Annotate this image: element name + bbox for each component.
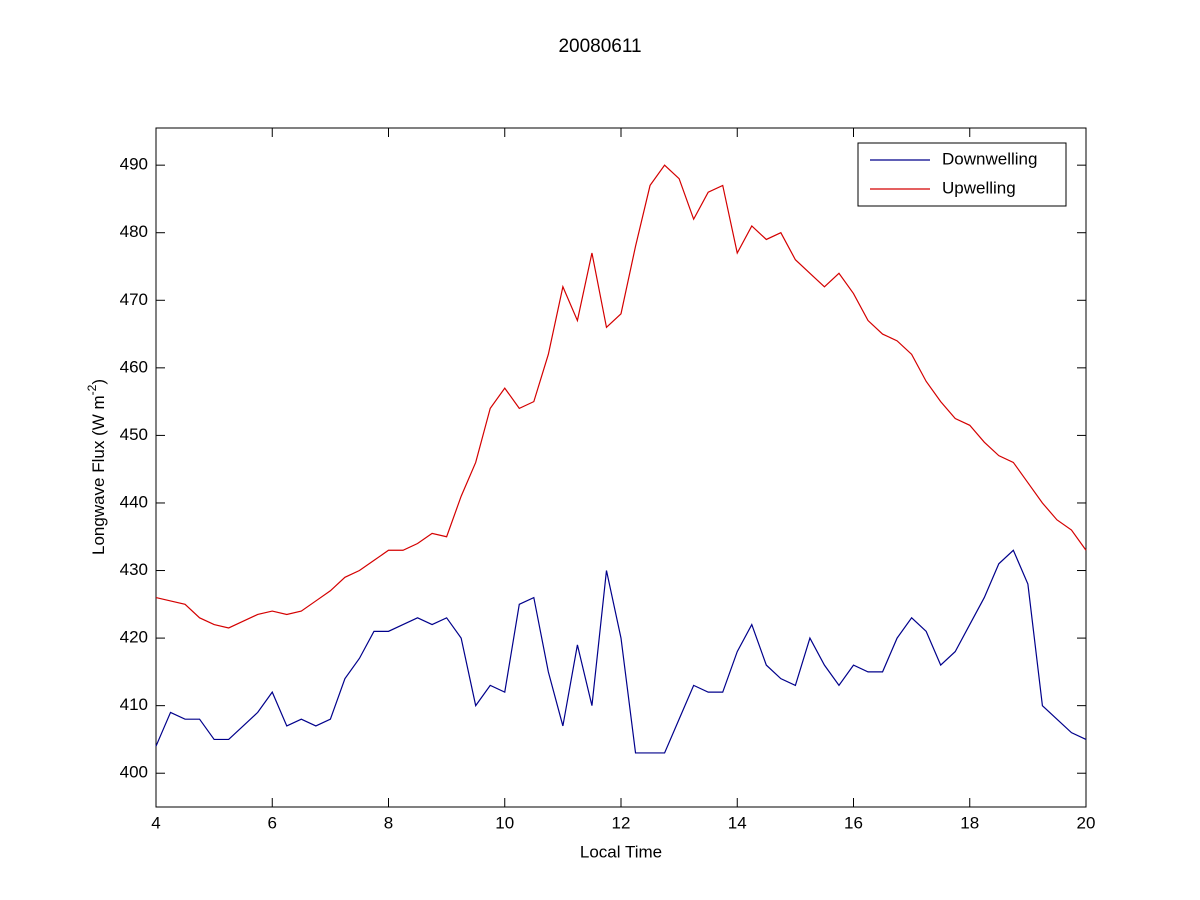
chart-title: 20080611 (558, 36, 641, 57)
y-tick-label: 400 (120, 763, 148, 782)
data-line (155, 164, 1087, 629)
y-label-close: ) (89, 379, 108, 385)
y-tick-label: 450 (120, 425, 148, 444)
y-label-main: Longwave Flux (W m (89, 395, 108, 555)
y-label-sup: -2 (85, 384, 99, 395)
x-tick-label: 10 (495, 813, 514, 832)
y-axis-label: Longwave Flux (W m-2) (85, 379, 108, 555)
y-tick-label: 440 (120, 492, 148, 511)
legend-label: Upwelling (942, 178, 1016, 197)
data-line (155, 549, 1087, 754)
legend-label: Downwelling (942, 149, 1037, 168)
plot-frame (155, 127, 1087, 808)
legend-box (857, 142, 1067, 207)
x-tick-label: 18 (960, 813, 979, 832)
y-tick-label: 480 (120, 222, 148, 241)
legend: Downwelling Upwelling (857, 142, 1067, 207)
x-tick-label: 16 (844, 813, 863, 832)
x-axis-label: Local Time (580, 842, 662, 861)
y-tick-label: 420 (120, 628, 148, 647)
y-tick-label: 490 (120, 155, 148, 174)
y-tick-label: 460 (120, 357, 148, 376)
x-tick-label: 4 (151, 813, 160, 832)
plot-area: 4 6 8 10 12 14 16 18 20 400 410 420 430 440 450 460 470 4… (120, 127, 1096, 832)
y-tick-label: 430 (120, 560, 148, 579)
x-tick-label: 8 (384, 813, 393, 832)
y-tick-label: 410 (120, 695, 148, 714)
x-tick-label: 12 (612, 813, 631, 832)
x-tick-label: 20 (1077, 813, 1096, 832)
x-tick-label: 14 (728, 813, 747, 832)
x-tick-label: 6 (268, 813, 277, 832)
y-tick-label: 470 (120, 290, 148, 309)
